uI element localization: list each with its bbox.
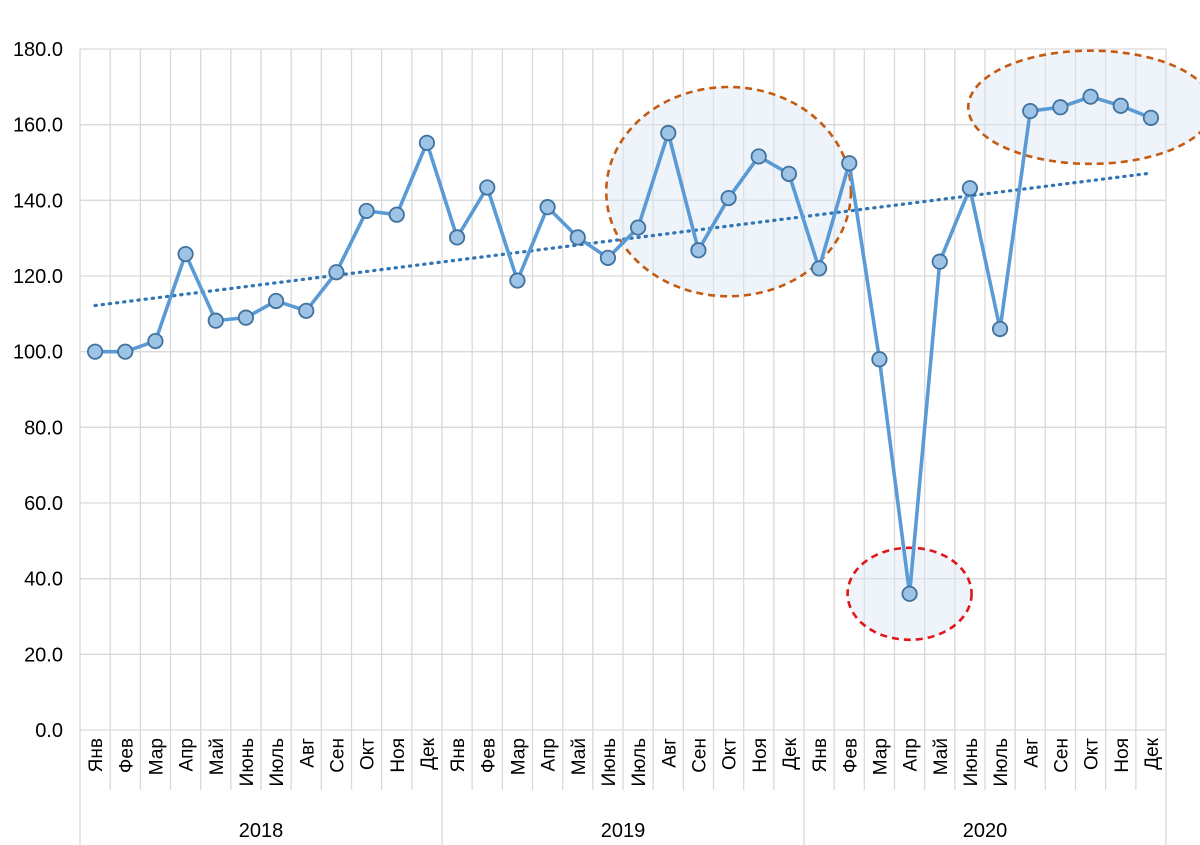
x-tick-label: Дек [1142, 737, 1163, 769]
data-point [780, 165, 798, 182]
y-tick-label: 120.0 [13, 266, 63, 288]
x-tick-label: Ноя [1112, 738, 1133, 773]
data-point [298, 302, 315, 319]
x-axis-month-labels: Янв Фев Мар Апр Май Июнь Июль Авг Сен Окт Ноя Дек Ян… [86, 737, 1163, 786]
x-tick-label: Июнь [599, 738, 620, 786]
x-tick-label: Апр [177, 738, 198, 772]
data-point [1112, 97, 1129, 114]
x-tick-label: Янв [86, 738, 107, 772]
data-point [147, 332, 164, 350]
data-point [267, 292, 285, 310]
x-tick-label: Июнь [237, 738, 258, 786]
y-tick-label: 140.0 [13, 190, 63, 212]
x-tick-label: Мар [508, 738, 529, 775]
data-point [901, 585, 918, 602]
data-point [388, 206, 405, 223]
x-tick-label: Дек [418, 737, 439, 769]
data-point [961, 180, 979, 197]
series-group [86, 88, 1160, 602]
x-tick-label: Сен [689, 738, 710, 773]
x-tick-label: Июль [629, 738, 650, 787]
data-point [569, 229, 586, 246]
data-point [931, 253, 948, 270]
x-tick-label: Ноя [750, 738, 771, 773]
x-tick-label: Июнь [961, 738, 982, 786]
x-tick-label: Сен [327, 738, 348, 773]
data-point [841, 155, 858, 172]
data-point [177, 245, 194, 263]
data-point [810, 260, 828, 277]
x-tick-label: Окт [358, 738, 379, 770]
data-point [448, 229, 466, 246]
x-tick-label: Апр [901, 738, 922, 772]
y-tick-label: 100.0 [13, 342, 63, 364]
x-tick-label: Авг [297, 738, 318, 768]
data-point [418, 134, 436, 151]
data-point [328, 264, 345, 281]
data-point [509, 272, 526, 289]
data-point [117, 343, 134, 360]
x-tick-label: Фев [840, 738, 861, 773]
x-tick-label: Янв [810, 738, 831, 772]
data-point [237, 309, 255, 326]
data-point [479, 179, 496, 196]
year-label: 2020 [963, 820, 1008, 842]
x-tick-label: Июль [267, 738, 288, 787]
x-tick-label: Янв [448, 738, 469, 772]
y-tick-label: 80.0 [24, 417, 63, 439]
data-point [599, 249, 617, 266]
x-axis-year-labels: 2018 2019 2020 [239, 820, 1008, 842]
x-tick-label: Авг [1021, 738, 1042, 768]
data-point [358, 202, 375, 220]
data-point [750, 148, 767, 165]
x-tick-label: Фев [116, 738, 137, 773]
y-axis-tick-labels: 0.0 20.0 40.0 60.0 80.0 100.0 120.0 140.0 160.0 1… [13, 39, 63, 742]
x-tick-label: Ноя [388, 738, 409, 773]
data-point [86, 343, 104, 360]
grid-lines [79, 48, 1167, 845]
x-tick-label: Авг [659, 738, 680, 768]
data-point [720, 189, 737, 207]
data-point [991, 320, 1009, 338]
y-tick-label: 60.0 [24, 493, 63, 515]
y-tick-label: 40.0 [24, 569, 63, 591]
data-point [629, 219, 647, 236]
data-point [690, 242, 707, 259]
data-point [1052, 99, 1069, 116]
x-tick-label: Дек [780, 737, 801, 769]
x-tick-label: Окт [1082, 738, 1103, 770]
annotation-ellipse [966, 49, 1200, 166]
data-point [1022, 102, 1039, 120]
x-tick-label: Май [207, 738, 228, 775]
y-tick-label: 0.0 [35, 720, 63, 742]
year-label: 2018 [239, 820, 284, 842]
data-point [871, 351, 888, 368]
x-tick-label: Сен [1051, 738, 1072, 773]
x-tick-label: Мар [146, 738, 167, 775]
trendline [93, 171, 1153, 308]
x-tick-label: Апр [539, 738, 560, 772]
x-tick-label: Май [931, 738, 952, 775]
data-point [207, 312, 224, 329]
data-point [1082, 88, 1099, 105]
trendline-group [93, 171, 1153, 308]
y-tick-label: 20.0 [24, 644, 63, 666]
data-point [539, 199, 556, 216]
y-tick-label: 180.0 [13, 39, 63, 61]
x-tick-label: Окт [720, 738, 741, 770]
x-tick-label: Май [569, 738, 590, 775]
x-tick-label: Фев [478, 738, 499, 773]
data-point [1142, 109, 1160, 126]
x-tick-label: Мар [870, 738, 891, 775]
year-label: 2019 [601, 820, 646, 842]
y-tick-label: 160.0 [13, 115, 63, 137]
x-tick-label: Июль [991, 738, 1012, 787]
data-point [660, 124, 677, 142]
